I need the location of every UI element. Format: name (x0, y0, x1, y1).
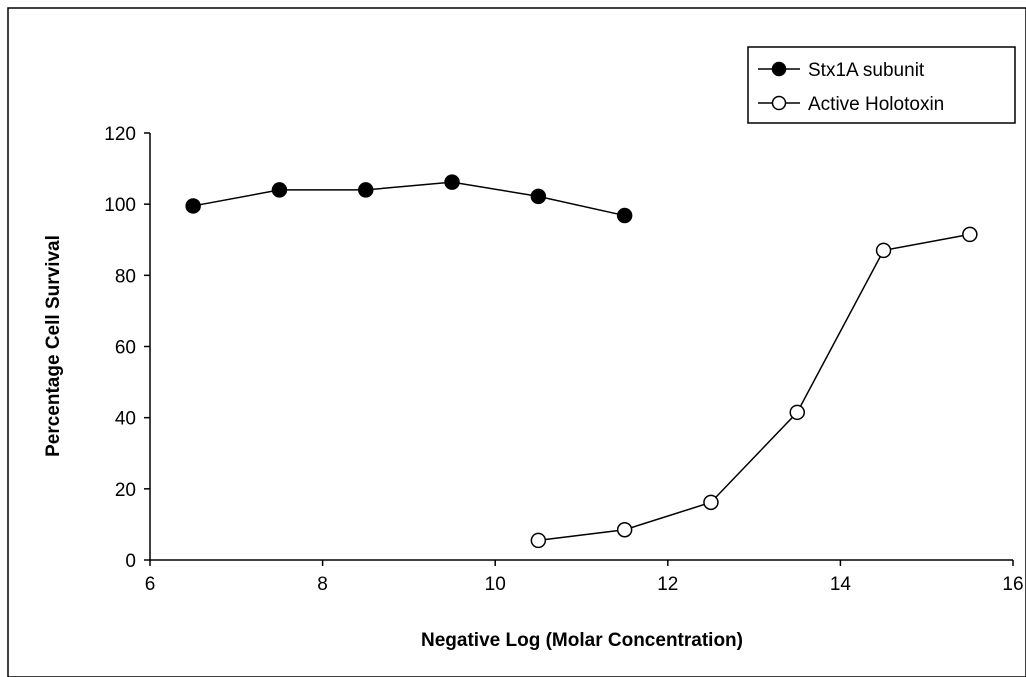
legend-label-stx1a: Stx1A subunit (808, 60, 925, 81)
y-tick-label: 40 (115, 409, 136, 430)
x-tick-label: 8 (317, 574, 328, 595)
axes: 0 20 40 60 80 100 120 6 8 10 12 14 16 (104, 124, 1023, 595)
x-tick-label: 16 (1002, 574, 1023, 595)
series-1 (530, 226, 978, 549)
y-tick-label: 0 (125, 551, 136, 572)
y-tick-label: 120 (104, 124, 136, 145)
y-tick-label: 20 (115, 480, 136, 501)
data-point (616, 522, 633, 538)
series-0 (185, 174, 633, 224)
data-point (530, 188, 547, 205)
series-line (193, 181, 625, 217)
legend-marker-stx1a (771, 61, 787, 77)
legend-marker-holotoxin (771, 95, 787, 111)
x-tick-label: 14 (830, 574, 852, 595)
data-point (358, 182, 374, 198)
y-tick-label: 60 (115, 338, 136, 359)
y-tick-label: 100 (104, 195, 136, 216)
series-line (538, 233, 970, 542)
legend: Stx1A subunit Active Holotoxin (747, 46, 1016, 124)
legend-label-holotoxin: Active Holotoxin (808, 94, 944, 115)
series-layer (185, 174, 978, 549)
data-point (530, 532, 547, 549)
y-tick-label: 80 (115, 266, 136, 287)
x-tick-label: 10 (485, 574, 506, 595)
x-axis-title: Negative Log (Molar Concentration) (421, 630, 743, 651)
data-point (185, 198, 201, 214)
legend-box (747, 46, 1016, 124)
y-axis-title: Percentage Cell Survival (43, 235, 64, 457)
data-point (789, 404, 805, 421)
data-point (962, 226, 978, 243)
data-point (875, 242, 892, 259)
data-point (271, 182, 288, 198)
data-point (444, 174, 460, 190)
data-point (703, 494, 719, 511)
data-point (616, 207, 633, 224)
x-tick-label: 12 (657, 574, 678, 595)
x-tick-label: 6 (145, 574, 156, 595)
